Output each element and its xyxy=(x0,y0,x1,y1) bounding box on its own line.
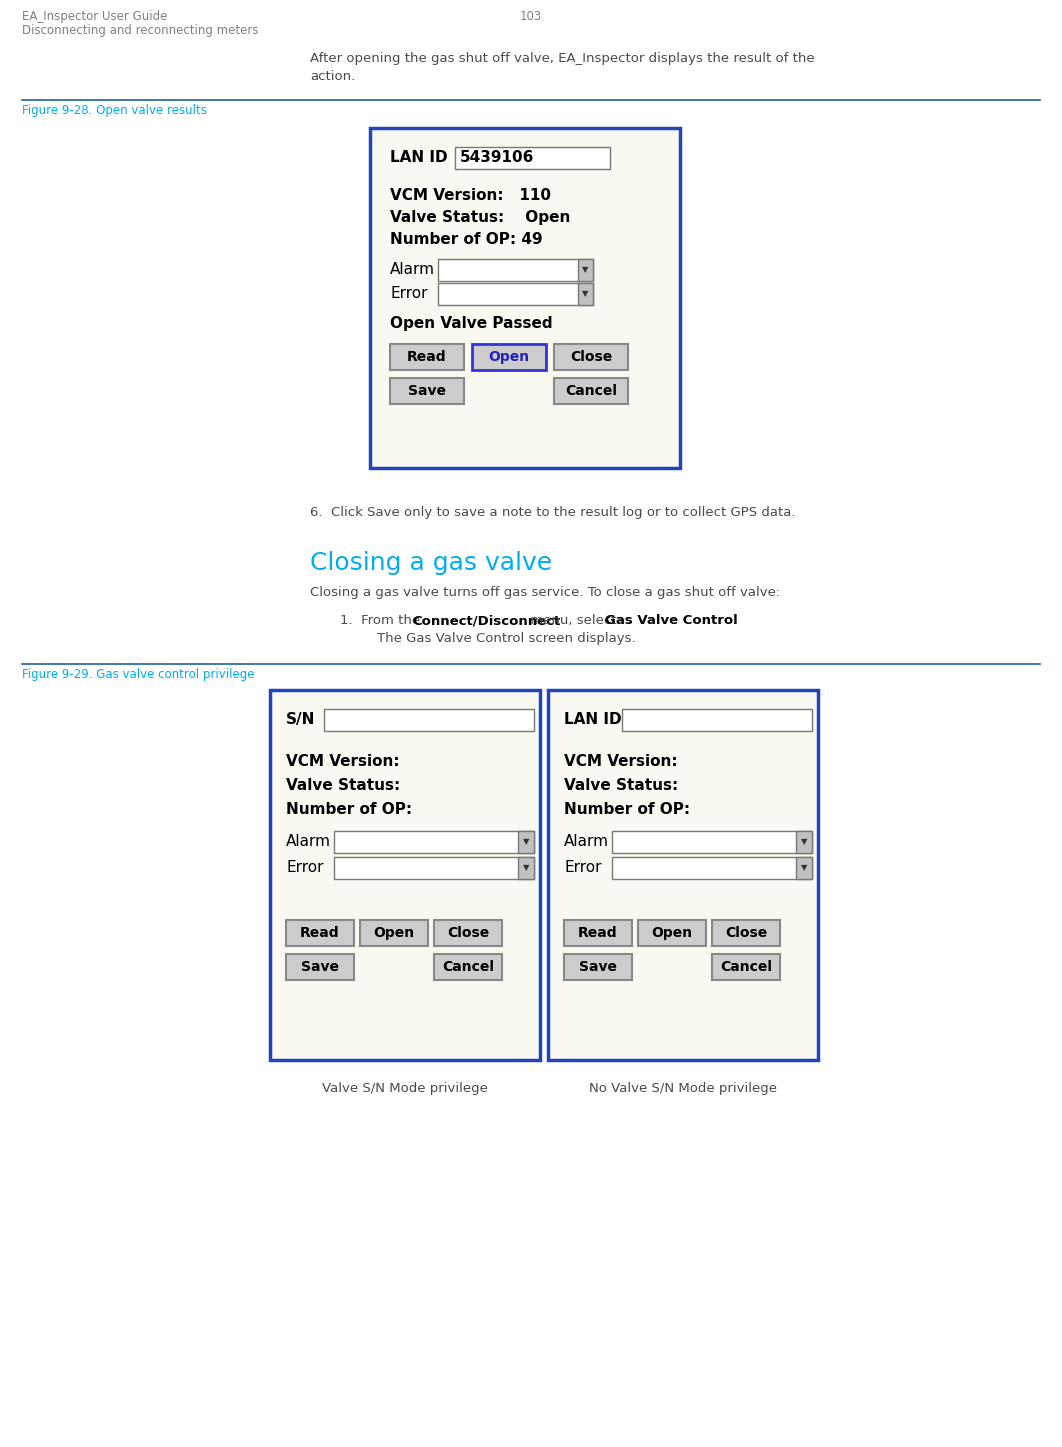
Bar xyxy=(578,284,593,305)
Text: Connect/Disconnect: Connect/Disconnect xyxy=(413,614,561,627)
Bar xyxy=(564,920,632,946)
Text: Error: Error xyxy=(564,860,601,875)
Bar xyxy=(286,954,354,980)
Text: Open: Open xyxy=(489,350,530,365)
Text: Gas Valve Control: Gas Valve Control xyxy=(604,614,737,627)
Text: Disconnecting and reconnecting meters: Disconnecting and reconnecting meters xyxy=(22,25,258,38)
Bar xyxy=(370,127,680,467)
Bar xyxy=(455,148,610,169)
Text: ▼: ▼ xyxy=(523,838,529,846)
Bar xyxy=(438,259,593,281)
Bar xyxy=(472,344,546,370)
Text: EA_Inspector User Guide: EA_Inspector User Guide xyxy=(22,10,168,23)
Text: VCM Version:: VCM Version: xyxy=(564,754,678,768)
Text: menu, select: menu, select xyxy=(526,614,621,627)
Bar xyxy=(564,954,632,980)
Text: Close: Close xyxy=(570,350,612,365)
Text: 1.  From the: 1. From the xyxy=(340,614,425,627)
Text: .: . xyxy=(712,614,716,627)
Bar xyxy=(335,831,534,852)
Text: Closing a gas valve: Closing a gas valve xyxy=(310,551,552,574)
Text: ▼: ▼ xyxy=(801,838,807,846)
Text: After opening the gas shut off valve, EA_Inspector displays the result of the: After opening the gas shut off valve, EA… xyxy=(310,52,815,65)
Bar xyxy=(712,954,780,980)
Text: Cancel: Cancel xyxy=(720,959,772,974)
Bar xyxy=(578,259,593,281)
Bar xyxy=(796,857,812,878)
Text: The Gas Valve Control screen displays.: The Gas Valve Control screen displays. xyxy=(360,632,636,645)
Text: Read: Read xyxy=(407,350,447,365)
Text: Save: Save xyxy=(579,959,617,974)
Text: Figure 9-29. Gas valve control privilege: Figure 9-29. Gas valve control privilege xyxy=(22,669,255,682)
Bar xyxy=(638,920,706,946)
Text: VCM Version:: VCM Version: xyxy=(286,754,399,768)
Text: Closing a gas valve turns off gas service. To close a gas shut off valve:: Closing a gas valve turns off gas servic… xyxy=(310,586,781,599)
Text: Save: Save xyxy=(408,383,446,398)
Text: 5439106: 5439106 xyxy=(460,150,534,165)
Bar xyxy=(518,857,534,878)
Text: Alarm: Alarm xyxy=(564,833,609,849)
Text: Close: Close xyxy=(447,926,490,941)
Bar xyxy=(622,709,812,731)
Text: Number of OP: 49: Number of OP: 49 xyxy=(390,232,543,247)
Text: Save: Save xyxy=(301,959,339,974)
Bar xyxy=(390,344,464,370)
Text: Valve Status:: Valve Status: xyxy=(564,778,679,793)
Text: ▼: ▼ xyxy=(582,289,588,298)
Bar xyxy=(554,344,628,370)
Bar xyxy=(390,378,464,404)
Text: Open: Open xyxy=(374,926,414,941)
Bar xyxy=(286,920,354,946)
Bar xyxy=(554,378,628,404)
Text: Error: Error xyxy=(286,860,324,875)
Bar xyxy=(796,831,812,852)
Text: Valve Status:    Open: Valve Status: Open xyxy=(390,210,570,224)
Text: LAN ID: LAN ID xyxy=(390,150,447,165)
Text: Error: Error xyxy=(390,287,428,301)
Bar xyxy=(712,920,780,946)
Bar xyxy=(335,857,534,878)
Text: S/N: S/N xyxy=(286,712,315,726)
Bar xyxy=(270,690,539,1061)
Bar xyxy=(518,831,534,852)
Text: Number of OP:: Number of OP: xyxy=(286,802,412,818)
Text: Valve Status:: Valve Status: xyxy=(286,778,400,793)
Text: Open: Open xyxy=(651,926,692,941)
Bar xyxy=(360,920,428,946)
Text: LAN ID: LAN ID xyxy=(564,712,621,726)
Text: Read: Read xyxy=(578,926,618,941)
Text: action.: action. xyxy=(310,69,356,82)
Text: Read: Read xyxy=(301,926,340,941)
Text: Alarm: Alarm xyxy=(286,833,331,849)
Text: No Valve S/N Mode privilege: No Valve S/N Mode privilege xyxy=(589,1082,777,1095)
Text: ▼: ▼ xyxy=(523,864,529,873)
Bar xyxy=(612,857,812,878)
Text: Number of OP:: Number of OP: xyxy=(564,802,690,818)
Text: Cancel: Cancel xyxy=(442,959,494,974)
Bar xyxy=(434,920,502,946)
Bar xyxy=(434,954,502,980)
Text: Alarm: Alarm xyxy=(390,262,435,276)
Bar xyxy=(548,690,818,1061)
Text: 103: 103 xyxy=(520,10,542,23)
Bar xyxy=(612,831,812,852)
Text: Open Valve Passed: Open Valve Passed xyxy=(390,315,552,331)
Text: 6.  Click Save only to save a note to the result log or to collect GPS data.: 6. Click Save only to save a note to the… xyxy=(310,506,795,519)
Text: Figure 9-28. Open valve results: Figure 9-28. Open valve results xyxy=(22,104,207,117)
Bar xyxy=(324,709,534,731)
Text: Close: Close xyxy=(725,926,767,941)
Text: ▼: ▼ xyxy=(801,864,807,873)
Text: ▼: ▼ xyxy=(582,265,588,275)
Text: Valve S/N Mode privilege: Valve S/N Mode privilege xyxy=(322,1082,487,1095)
Bar xyxy=(438,284,593,305)
Text: VCM Version:   110: VCM Version: 110 xyxy=(390,188,551,203)
Text: Cancel: Cancel xyxy=(565,383,617,398)
